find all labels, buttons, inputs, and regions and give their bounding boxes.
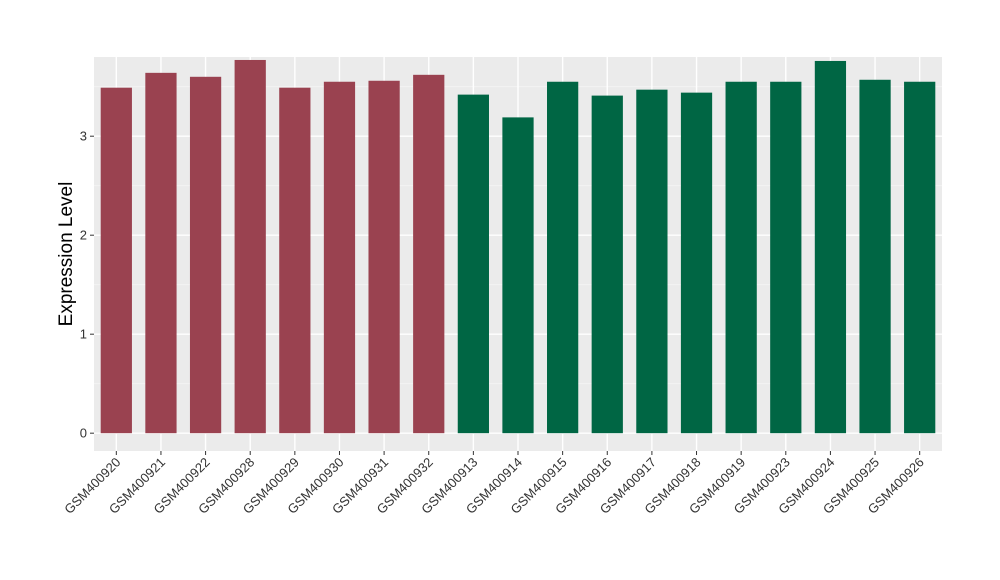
bar-GSM400914 bbox=[502, 117, 534, 434]
bar-GSM400924 bbox=[814, 60, 847, 434]
bar-GSM400920 bbox=[100, 87, 132, 434]
y-tick-label: 3 bbox=[80, 129, 87, 144]
bars bbox=[100, 59, 936, 434]
bar-GSM400915 bbox=[547, 81, 579, 434]
x-axis: GSM400920GSM400921GSM400922GSM400928GSM4… bbox=[61, 451, 927, 517]
bar-GSM400932 bbox=[413, 74, 445, 434]
y-axis: 0 1 2 3 bbox=[80, 129, 94, 441]
bar-GSM400926 bbox=[904, 81, 936, 434]
y-tick-label: 1 bbox=[80, 327, 87, 342]
y-tick-label: 2 bbox=[80, 228, 87, 243]
bar-GSM400913 bbox=[457, 94, 489, 434]
bar-GSM400918 bbox=[680, 92, 713, 434]
bar-GSM400922 bbox=[189, 76, 222, 434]
bar-GSM400930 bbox=[323, 81, 356, 434]
bar-GSM400919 bbox=[725, 81, 757, 434]
y-axis-title: Expression Level bbox=[56, 182, 77, 327]
y-tick-label: 0 bbox=[80, 426, 87, 441]
bar-GSM400931 bbox=[368, 80, 400, 434]
bar-GSM400917 bbox=[636, 89, 668, 434]
bar-GSM400929 bbox=[279, 87, 311, 434]
bar-GSM400925 bbox=[859, 79, 891, 434]
bar-GSM400921 bbox=[145, 72, 177, 434]
bar-GSM400916 bbox=[591, 95, 623, 434]
bar-GSM400923 bbox=[770, 81, 802, 434]
bar-GSM400928 bbox=[234, 59, 266, 434]
